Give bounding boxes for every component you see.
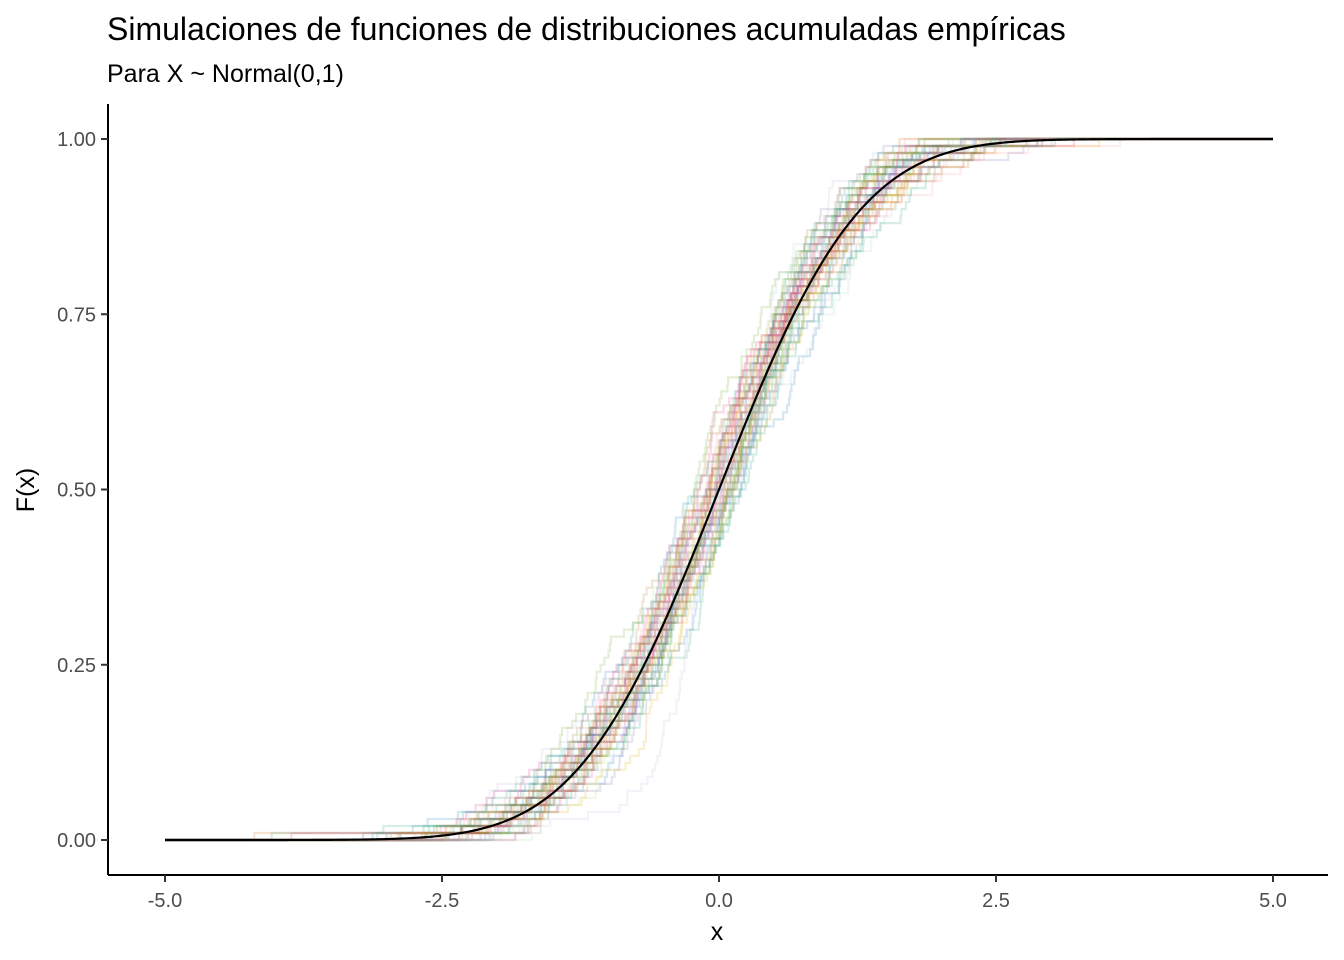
ecdf-series-line — [165, 137, 1273, 842]
ecdf-series-line — [165, 137, 1273, 842]
ecdf-series-line — [165, 137, 1273, 842]
x-axis-title: x — [711, 918, 724, 946]
ecdf-series-line — [165, 137, 1273, 842]
y-tick-label: 0.00 — [57, 830, 96, 852]
ecdf-series-line — [165, 137, 1273, 842]
x-tick-label: -5.0 — [148, 890, 182, 912]
ecdf-series-line — [165, 137, 1273, 842]
ecdf-series-line — [165, 137, 1273, 842]
normal-cdf-line — [165, 137, 1273, 842]
ecdf-series-line — [165, 137, 1273, 842]
ecdf-series-line — [165, 137, 1273, 842]
ecdf-series-line — [165, 137, 1273, 842]
ecdf-series-line — [165, 137, 1273, 842]
ecdf-series-line — [165, 137, 1273, 842]
ecdf-series-line — [165, 137, 1273, 842]
ecdf-series-line — [165, 137, 1273, 842]
ecdf-series-line — [165, 137, 1273, 842]
ecdf-series-line — [165, 137, 1273, 842]
x-axis-ticks: -5.0 -2.5 0.0 2.5 5.0 — [148, 875, 1287, 912]
ecdf-series-line — [165, 137, 1273, 842]
ecdf-series-line — [165, 137, 1273, 842]
ecdf-series-line — [165, 137, 1273, 842]
y-tick-label: 0.50 — [57, 480, 96, 502]
y-axis-title: F(x) — [12, 468, 40, 512]
ecdf-series-line — [165, 137, 1273, 842]
ecdf-series-line — [165, 137, 1273, 842]
plot-panel — [165, 137, 1273, 842]
ecdf-series-line — [165, 137, 1273, 842]
ecdf-series-line — [165, 137, 1273, 842]
ecdf-series-line — [165, 137, 1273, 842]
x-tick-label: 2.5 — [982, 890, 1010, 912]
y-tick-label: 0.25 — [57, 655, 96, 677]
ecdf-series-line — [165, 137, 1273, 842]
ecdf-series-line — [165, 137, 1273, 842]
theoretical-cdf — [165, 137, 1273, 842]
ecdf-series-line — [165, 137, 1273, 842]
ecdf-series-line — [165, 137, 1273, 842]
ecdf-series-line — [165, 137, 1273, 842]
ecdf-series-line — [165, 137, 1273, 842]
ecdf-series-line — [165, 137, 1273, 842]
ecdf-series-line — [165, 137, 1273, 842]
ecdf-series-line — [165, 137, 1273, 842]
y-tick-label: 0.75 — [57, 304, 96, 326]
ecdf-series-line — [165, 137, 1273, 842]
chart-subtitle: Para X ~ Normal(0,1) — [107, 60, 344, 88]
y-tick-label: 1.00 — [57, 129, 96, 151]
ecdf-series-line — [165, 137, 1273, 842]
x-tick-label: 0.0 — [705, 890, 733, 912]
ecdf-series-line — [165, 137, 1273, 842]
ecdf-series-line — [165, 137, 1273, 842]
ecdf-series-line — [165, 137, 1273, 842]
x-tick-label: -2.5 — [425, 890, 459, 912]
x-tick-label: 5.0 — [1259, 890, 1287, 912]
ecdf-series-line — [165, 137, 1273, 842]
chart-title: Simulaciones de funciones de distribucio… — [107, 11, 1066, 47]
y-axis-ticks: 0.00 0.25 0.50 0.75 1.00 — [57, 129, 108, 852]
ecdf-series-line — [165, 137, 1273, 842]
ecdf-series-line — [165, 137, 1273, 842]
